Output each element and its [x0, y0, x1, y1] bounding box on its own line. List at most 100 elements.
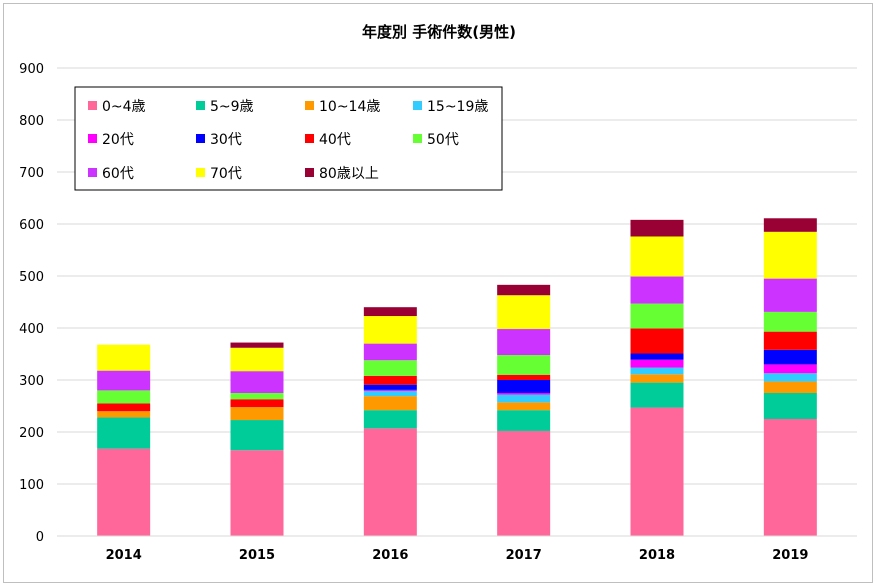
bar-segment: [97, 448, 151, 536]
y-tick-label: 500: [19, 270, 44, 285]
bar-segment: [497, 374, 551, 380]
bars-layer: [97, 218, 817, 536]
x-tick-label: 2018: [639, 548, 675, 563]
bar-segment: [763, 278, 817, 312]
bar-segment: [630, 276, 684, 304]
legend-swatch: [305, 134, 314, 143]
legend-swatch: [305, 101, 314, 110]
legend-label: 50代: [427, 132, 459, 148]
bar-segment: [230, 342, 284, 348]
x-axis: 2014 2015 2016 2017 2018 2019: [57, 535, 857, 563]
legend-swatch: [413, 134, 422, 143]
bar-segment: [630, 359, 684, 368]
legend-label: 70代: [210, 166, 242, 182]
legend-label: 30代: [210, 132, 242, 148]
legend-swatch: [196, 101, 205, 110]
bar-segment: [230, 450, 284, 536]
legend-label: 60代: [102, 166, 134, 182]
legend-label: 20代: [102, 132, 134, 148]
bar-segment: [497, 410, 551, 431]
legend-box: [74, 86, 503, 191]
bar-segment: [630, 219, 684, 237]
bar-segment: [497, 355, 551, 375]
bar-segment: [497, 329, 551, 356]
bar-segment: [230, 371, 284, 393]
bar-segment: [763, 311, 817, 332]
legend-label: 0~4歳: [102, 99, 146, 115]
bar-segment: [630, 328, 684, 354]
y-tick-label: 800: [19, 114, 44, 129]
legend-label: 40代: [319, 132, 351, 148]
bar-segment: [363, 396, 417, 411]
bar-segment: [230, 347, 284, 372]
bar-segment: [630, 353, 684, 360]
bar-segment: [230, 399, 284, 408]
bar-segment: [363, 384, 417, 390]
x-tick-label: 2015: [239, 548, 275, 563]
bar-segment: [363, 307, 417, 317]
y-tick-label: 700: [19, 166, 44, 181]
bar-segment: [763, 231, 817, 279]
bar-segment: [97, 411, 151, 418]
legend-swatch: [305, 168, 314, 177]
legend-label: 15~19歳: [427, 99, 488, 115]
legend-swatch: [88, 168, 97, 177]
bar-segment: [363, 410, 417, 429]
legend-swatch: [413, 101, 422, 110]
bar-segment: [97, 344, 151, 371]
bar-segment: [630, 367, 684, 375]
bar-segment: [497, 394, 551, 403]
bar-segment: [97, 390, 151, 404]
bar-segment: [630, 382, 684, 408]
x-tick-label: 2017: [506, 548, 542, 563]
bar-segment: [630, 407, 684, 536]
bar-segment: [363, 390, 417, 397]
legend: 0~4歳 5~9歳 10~14歳 15~19歳 20代 30代 40代 50代 60代 70代 80…: [74, 86, 503, 191]
bar-segment: [497, 430, 551, 536]
bar-segment: [363, 360, 417, 376]
bar-segment: [763, 331, 817, 350]
y-tick-label: 600: [19, 218, 44, 233]
bar-segment: [363, 428, 417, 536]
bar-segment: [497, 380, 551, 393]
bar-segment: [97, 417, 151, 449]
bar-segment: [763, 381, 817, 393]
bar-segment: [497, 402, 551, 411]
y-tick-label: 0: [36, 530, 44, 545]
y-tick-label: 900: [19, 62, 44, 77]
bar-segment: [363, 316, 417, 344]
bar-segment: [230, 393, 284, 400]
y-tick-label: 400: [19, 322, 44, 337]
bar-segment: [763, 419, 817, 536]
legend-swatch: [88, 101, 97, 110]
bar-segment: [497, 295, 551, 330]
bar-segment: [630, 236, 684, 277]
bar-segment: [497, 393, 551, 395]
bar-segment: [230, 407, 284, 421]
bar-segment: [763, 393, 817, 419]
bar-segment: [763, 373, 817, 382]
bar-segment: [97, 403, 151, 412]
bar-segment: [230, 420, 284, 451]
legend-swatch: [196, 134, 205, 143]
x-tick-label: 2016: [372, 548, 408, 563]
y-tick-label: 100: [19, 478, 44, 493]
bar-segment: [497, 284, 551, 296]
y-axis: 0 100 200 300 400 500 600 700 800 900: [19, 62, 44, 545]
x-tick-label: 2019: [772, 548, 808, 563]
bar-segment: [363, 375, 417, 385]
bar-segment: [363, 343, 417, 361]
legend-label: 5~9歳: [210, 99, 254, 115]
bar-segment: [363, 389, 417, 391]
y-tick-label: 200: [19, 426, 44, 441]
bar-segment: [763, 349, 817, 365]
bar-segment: [763, 218, 817, 232]
legend-swatch: [196, 168, 205, 177]
bar-segment: [630, 303, 684, 329]
bar-segment: [630, 374, 684, 383]
bar-segment: [97, 370, 151, 391]
y-tick-label: 300: [19, 374, 44, 389]
x-tick-label: 2014: [106, 548, 142, 563]
